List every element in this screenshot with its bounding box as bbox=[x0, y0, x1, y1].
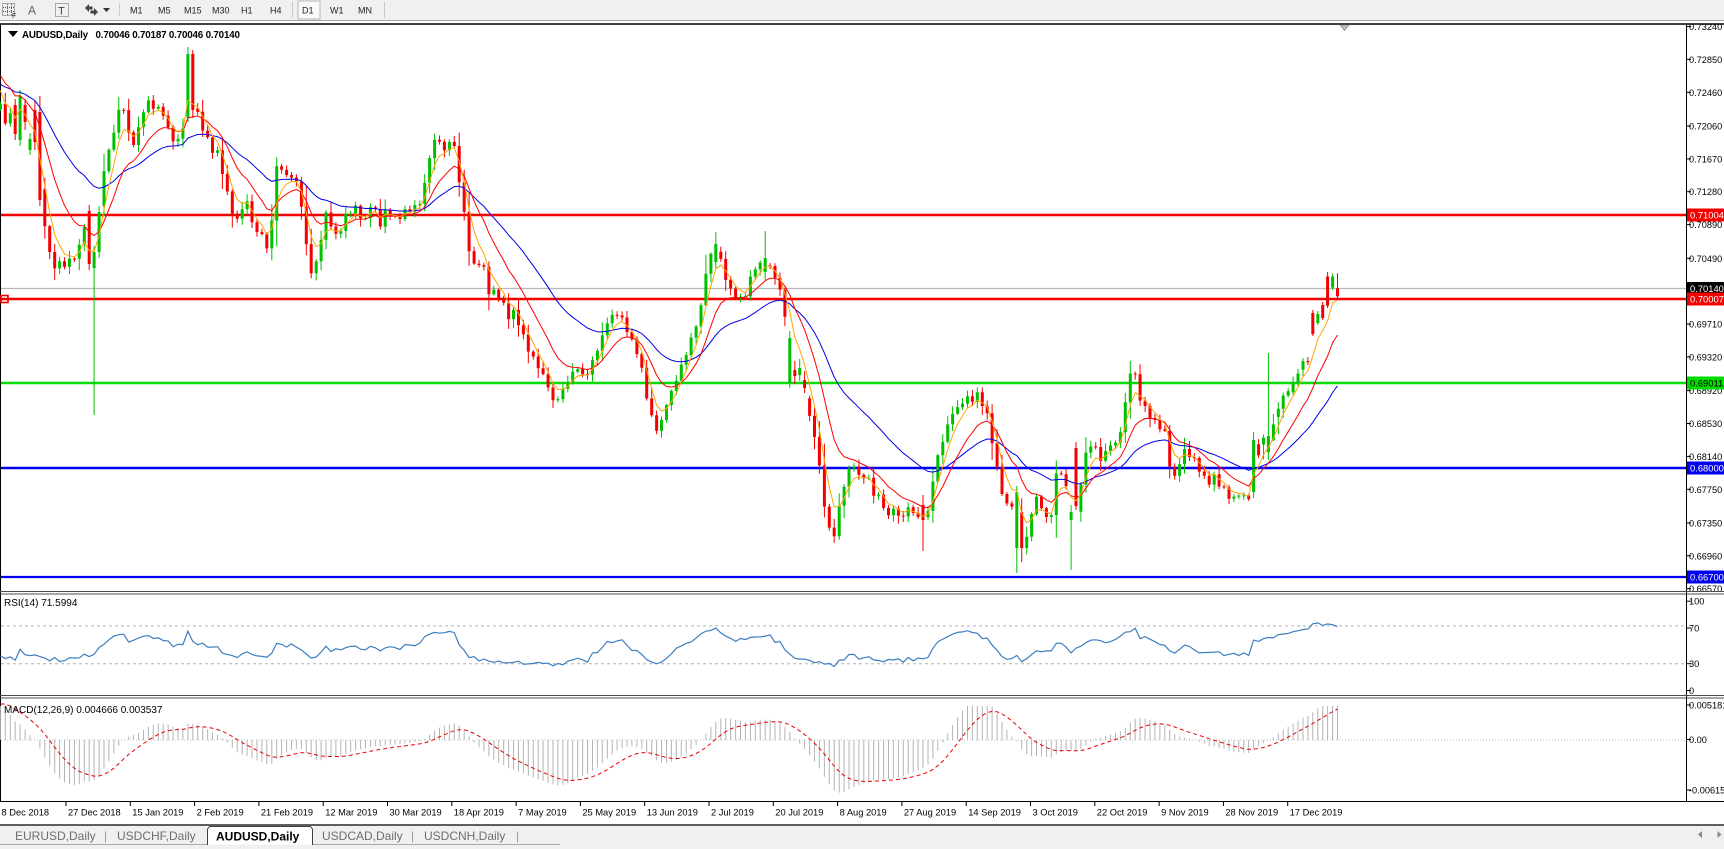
svg-text:0.72850: 0.72850 bbox=[1689, 55, 1722, 65]
svg-text:RSI(14) 71.5994: RSI(14) 71.5994 bbox=[4, 598, 78, 609]
svg-text:0.66960: 0.66960 bbox=[1689, 551, 1722, 561]
svg-text:0.70007: 0.70007 bbox=[1690, 294, 1724, 305]
svg-text:0.71670: 0.71670 bbox=[1689, 154, 1722, 164]
svg-text:F: F bbox=[12, 13, 16, 20]
svg-text:22 Oct 2019: 22 Oct 2019 bbox=[1097, 808, 1148, 818]
svg-text:MACD(12,26,9) 0.004666 0.00353: MACD(12,26,9) 0.004666 0.003537 bbox=[4, 705, 163, 716]
svg-text:AUDUSD,Daily 0.70046 0.70187: AUDUSD,Daily 0.70046 0.70187 0.70046 0.7… bbox=[22, 30, 240, 41]
svg-text:21 Feb 2019: 21 Feb 2019 bbox=[261, 808, 313, 818]
svg-text:AUDUSD,Daily: AUDUSD,Daily bbox=[216, 830, 300, 844]
svg-text:100: 100 bbox=[1689, 597, 1704, 607]
svg-text:9 Nov 2019: 9 Nov 2019 bbox=[1161, 808, 1209, 818]
svg-text:D1: D1 bbox=[302, 6, 314, 16]
svg-text:|: | bbox=[411, 829, 414, 843]
svg-text:0.68140: 0.68140 bbox=[1689, 452, 1722, 462]
svg-text:0.71280: 0.71280 bbox=[1689, 187, 1722, 197]
svg-text:H1: H1 bbox=[241, 6, 253, 16]
svg-text:EURUSD,Daily: EURUSD,Daily bbox=[15, 829, 96, 843]
svg-text:H4: H4 bbox=[270, 6, 282, 16]
svg-text:A: A bbox=[28, 4, 36, 18]
svg-text:0.005181: 0.005181 bbox=[1689, 701, 1724, 711]
svg-text:0.72460: 0.72460 bbox=[1689, 88, 1722, 98]
svg-text:0.68530: 0.68530 bbox=[1689, 419, 1722, 429]
svg-text:USDCAD,Daily: USDCAD,Daily bbox=[322, 829, 403, 843]
svg-text:W1: W1 bbox=[330, 6, 344, 16]
svg-text:28 Nov 2019: 28 Nov 2019 bbox=[1225, 808, 1278, 818]
svg-text:0.72060: 0.72060 bbox=[1689, 122, 1722, 132]
svg-text:2 Feb 2019: 2 Feb 2019 bbox=[197, 808, 244, 818]
svg-text:70: 70 bbox=[1689, 624, 1699, 634]
svg-text:0.69710: 0.69710 bbox=[1689, 320, 1722, 330]
svg-text:M15: M15 bbox=[184, 6, 202, 16]
svg-text:USDCNH,Daily: USDCNH,Daily bbox=[424, 829, 505, 843]
svg-text:0.66700: 0.66700 bbox=[1690, 572, 1724, 583]
svg-text:|: | bbox=[104, 829, 107, 843]
svg-text:2 Jul 2019: 2 Jul 2019 bbox=[711, 808, 754, 818]
svg-text:0.68000: 0.68000 bbox=[1690, 463, 1724, 474]
svg-text:M5: M5 bbox=[158, 6, 171, 16]
svg-text:0.71004: 0.71004 bbox=[1690, 210, 1724, 221]
svg-text:15 Jan 2019: 15 Jan 2019 bbox=[132, 808, 183, 818]
svg-text:12 Mar 2019: 12 Mar 2019 bbox=[325, 808, 377, 818]
svg-text:0.00: 0.00 bbox=[1689, 735, 1707, 745]
svg-text:8 Dec 2018: 8 Dec 2018 bbox=[2, 808, 50, 818]
svg-text:25 May 2019: 25 May 2019 bbox=[582, 808, 636, 818]
svg-text:|: | bbox=[516, 829, 519, 843]
svg-text:3 Oct 2019: 3 Oct 2019 bbox=[1033, 808, 1078, 818]
svg-text:M30: M30 bbox=[212, 6, 230, 16]
svg-text:8 Aug 2019: 8 Aug 2019 bbox=[840, 808, 887, 818]
svg-text:0.69320: 0.69320 bbox=[1689, 352, 1722, 362]
svg-text:0.69011: 0.69011 bbox=[1690, 378, 1723, 389]
svg-text:USDCHF,Daily: USDCHF,Daily bbox=[117, 829, 196, 843]
svg-text:0.68920: 0.68920 bbox=[1689, 386, 1722, 396]
svg-text:0.73240: 0.73240 bbox=[1689, 22, 1722, 32]
svg-text:17 Dec 2019: 17 Dec 2019 bbox=[1290, 808, 1343, 818]
svg-text:M1: M1 bbox=[130, 6, 143, 16]
svg-text:-0.006153: -0.006153 bbox=[1689, 786, 1724, 796]
svg-text:T: T bbox=[58, 6, 65, 18]
svg-text:0.67350: 0.67350 bbox=[1689, 519, 1722, 529]
svg-text:18 Apr 2019: 18 Apr 2019 bbox=[454, 808, 504, 818]
svg-text:0.67750: 0.67750 bbox=[1689, 485, 1722, 495]
svg-text:MN: MN bbox=[358, 6, 372, 16]
svg-text:0.70140: 0.70140 bbox=[1690, 283, 1724, 294]
svg-text:27 Dec 2018: 27 Dec 2018 bbox=[68, 808, 121, 818]
svg-text:30: 30 bbox=[1689, 659, 1699, 669]
svg-text:0.70890: 0.70890 bbox=[1689, 220, 1722, 230]
svg-text:0.70490: 0.70490 bbox=[1689, 254, 1722, 264]
svg-text:7 May 2019: 7 May 2019 bbox=[518, 808, 567, 818]
svg-text:20 Jul 2019: 20 Jul 2019 bbox=[775, 808, 823, 818]
svg-text:27 Aug 2019: 27 Aug 2019 bbox=[904, 808, 956, 818]
svg-text:0: 0 bbox=[1689, 686, 1694, 696]
svg-text:30 Mar 2019: 30 Mar 2019 bbox=[390, 808, 442, 818]
svg-text:14 Sep 2019: 14 Sep 2019 bbox=[968, 808, 1021, 818]
svg-text:0.66570: 0.66570 bbox=[1689, 584, 1722, 594]
svg-text:13 Jun 2019: 13 Jun 2019 bbox=[647, 808, 698, 818]
